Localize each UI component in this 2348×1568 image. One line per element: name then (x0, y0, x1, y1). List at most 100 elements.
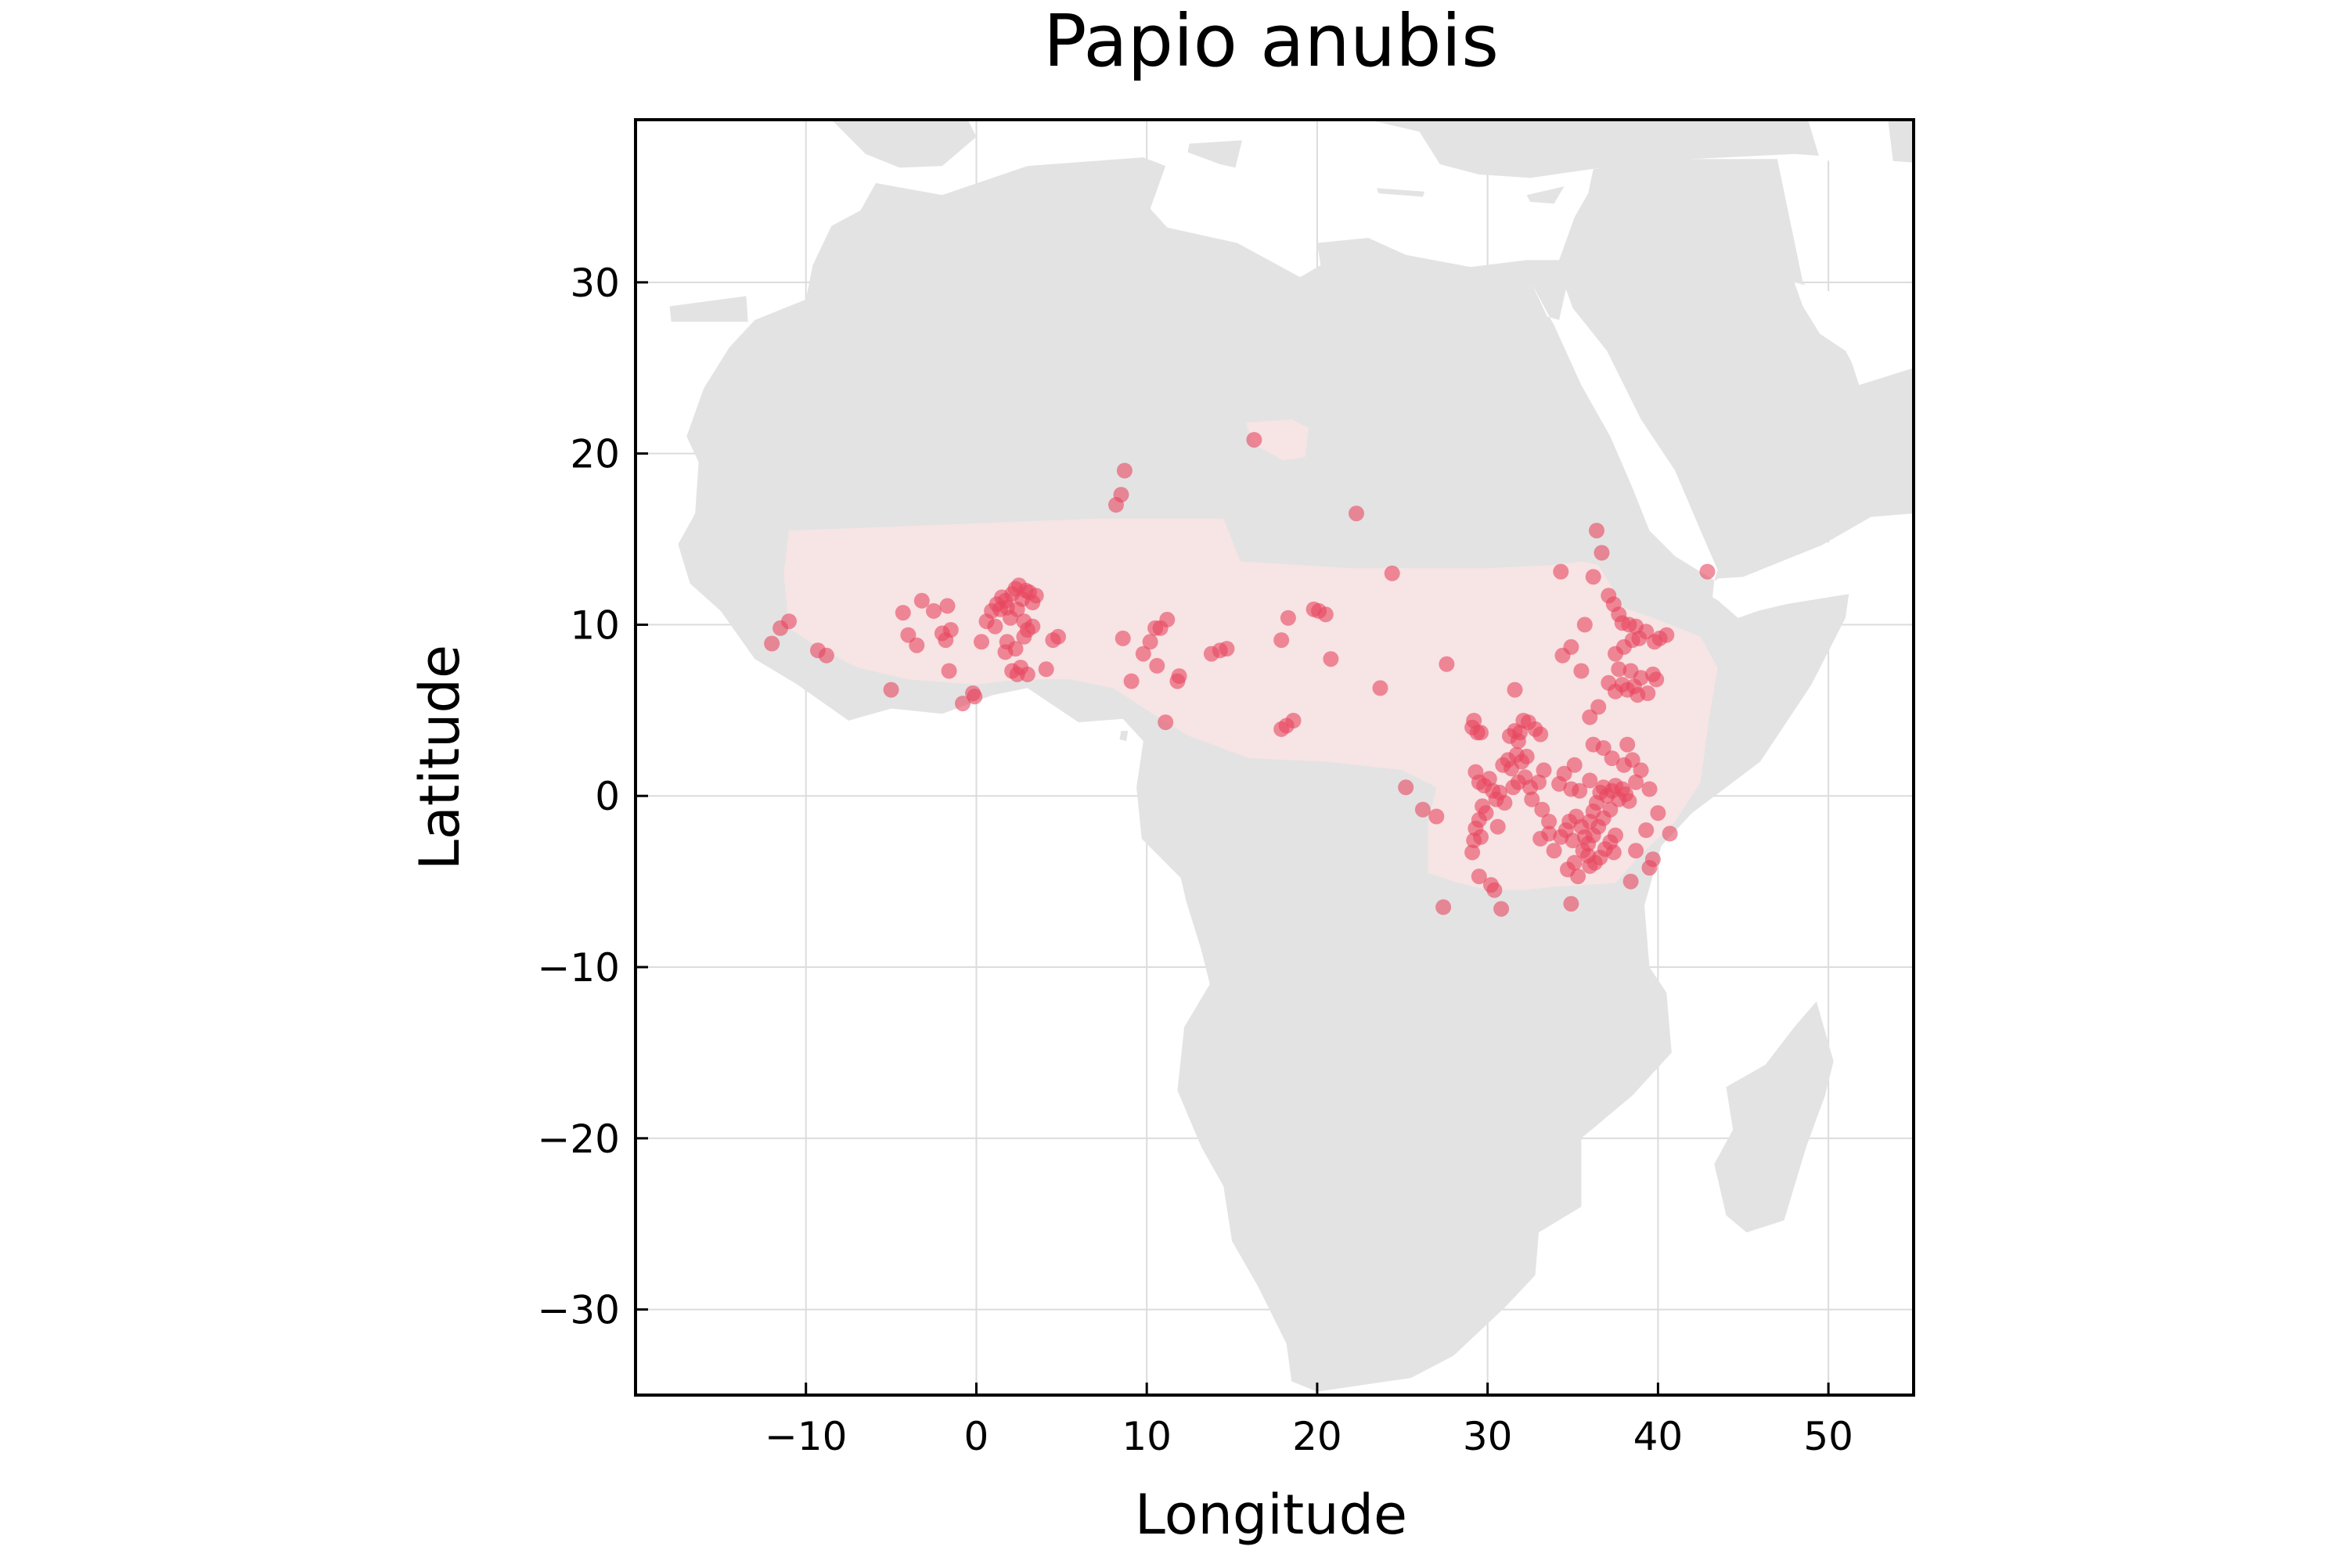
chart-title: Papio anubis (1043, 0, 1499, 83)
occurrence-point (987, 618, 1003, 635)
y-tick-label: −30 (537, 1288, 620, 1333)
occurrence-point (1439, 656, 1455, 672)
occurrence-point (1563, 896, 1579, 912)
land-cyprus (1526, 186, 1565, 204)
occurrence-point (1050, 628, 1066, 645)
occurrence-point (1518, 748, 1535, 764)
occurrence-point (1116, 462, 1133, 479)
occurrence-point (1621, 793, 1637, 809)
occurrence-point (1317, 606, 1334, 623)
occurrence-point (1285, 713, 1302, 728)
land-layer (669, 120, 1914, 1392)
y-tick-label: −10 (537, 945, 620, 991)
occurrence-point (1466, 713, 1482, 728)
occurrence-point (1398, 779, 1414, 796)
land-crete (1377, 188, 1425, 197)
occurrence-point (1628, 843, 1644, 859)
occurrence-point (1633, 762, 1649, 779)
occurrence-point (1009, 601, 1025, 617)
occurrence-point (1622, 873, 1639, 890)
occurrence-point (1638, 822, 1655, 838)
occurrence-points (764, 432, 1716, 917)
occurrence-point (1585, 569, 1601, 585)
y-axis-ticks: −30 −20 −10 0 10 20 30 (537, 261, 648, 1333)
occurrence-point (1486, 882, 1503, 898)
occurrence-point (1624, 752, 1640, 768)
occurrence-point (1630, 687, 1646, 703)
occurrence-point (955, 696, 971, 712)
occurrence-point (1570, 869, 1586, 885)
occurrence-point (1414, 801, 1431, 818)
occurrence-point (1038, 661, 1054, 678)
occurrence-point (883, 682, 899, 698)
occurrence-point (1159, 611, 1176, 628)
occurrence-point (1158, 714, 1174, 731)
occurrence-point (1169, 673, 1186, 689)
water-caspian (1808, 120, 1893, 167)
occurrence-point (1280, 610, 1296, 626)
occurrence-point (1648, 671, 1665, 688)
occurrence-point (1246, 432, 1262, 448)
occurrence-point (1534, 801, 1550, 818)
occurrence-point (1641, 781, 1658, 797)
tibesti-range (1245, 419, 1309, 461)
land-sicily (1187, 140, 1243, 168)
occurrence-point (1435, 899, 1452, 915)
land-madagascar (1714, 1001, 1834, 1233)
occurrence-point (1507, 682, 1523, 698)
occurrence-point (909, 637, 925, 653)
land-africa (678, 157, 1914, 1392)
occurrence-point (1496, 795, 1513, 811)
occurrence-point (1628, 774, 1644, 790)
occurrence-point (1016, 628, 1032, 645)
y-tick-label: −20 (537, 1117, 620, 1162)
occurrence-point (926, 602, 942, 619)
occurrence-point (1273, 632, 1290, 649)
y-tick-label: 30 (570, 261, 620, 306)
occurrence-point (1524, 791, 1540, 807)
occurrence-point (1699, 563, 1716, 580)
occurrence-point (1573, 663, 1590, 679)
y-axis-label: Latitude (408, 645, 472, 870)
occurrence-point (1384, 565, 1400, 581)
occurrence-point (1123, 673, 1140, 689)
occurrence-point (942, 622, 959, 638)
occurrence-point (1622, 663, 1639, 679)
occurrence-point (1556, 765, 1572, 782)
occurrence-point (1582, 709, 1598, 725)
occurrence-point (1604, 750, 1620, 767)
occurrence-point (1135, 646, 1151, 662)
occurrence-point (781, 613, 797, 630)
occurrence-point (764, 635, 780, 652)
water-persian-gulf (1794, 282, 1914, 382)
occurrence-point (1662, 825, 1678, 842)
land-anatolia (1368, 120, 1914, 178)
occurrence-point (1142, 634, 1158, 650)
occurrence-point (1531, 774, 1547, 790)
occurrence-point (1025, 618, 1041, 635)
occurrence-point (1566, 757, 1583, 773)
occurrence-point (1113, 487, 1129, 503)
occurrence-point (1536, 762, 1552, 779)
occurrence-point (941, 663, 957, 679)
occurrence-point (1619, 736, 1636, 753)
occurrence-point (1007, 641, 1024, 657)
water-red-sea (1532, 284, 1718, 581)
occurrence-point (1323, 651, 1339, 667)
occurrence-point (1650, 805, 1666, 822)
x-tick-label: 30 (1463, 1414, 1513, 1459)
land-europe (831, 120, 977, 168)
occurrence-point (1553, 563, 1569, 580)
occurrence-point (1493, 901, 1510, 917)
x-tick-label: 10 (1122, 1414, 1172, 1459)
occurrence-point (1582, 858, 1598, 874)
occurrence-point (1481, 771, 1497, 787)
occurrence-point (1605, 844, 1622, 861)
occurrence-point (913, 592, 930, 609)
occurrence-point (900, 627, 917, 643)
x-tick-label: 0 (964, 1414, 989, 1459)
occurrence-point (1541, 825, 1558, 842)
occurrence-point (818, 647, 834, 664)
occurrence-point (1428, 808, 1445, 825)
occurrence-point (1471, 869, 1487, 885)
